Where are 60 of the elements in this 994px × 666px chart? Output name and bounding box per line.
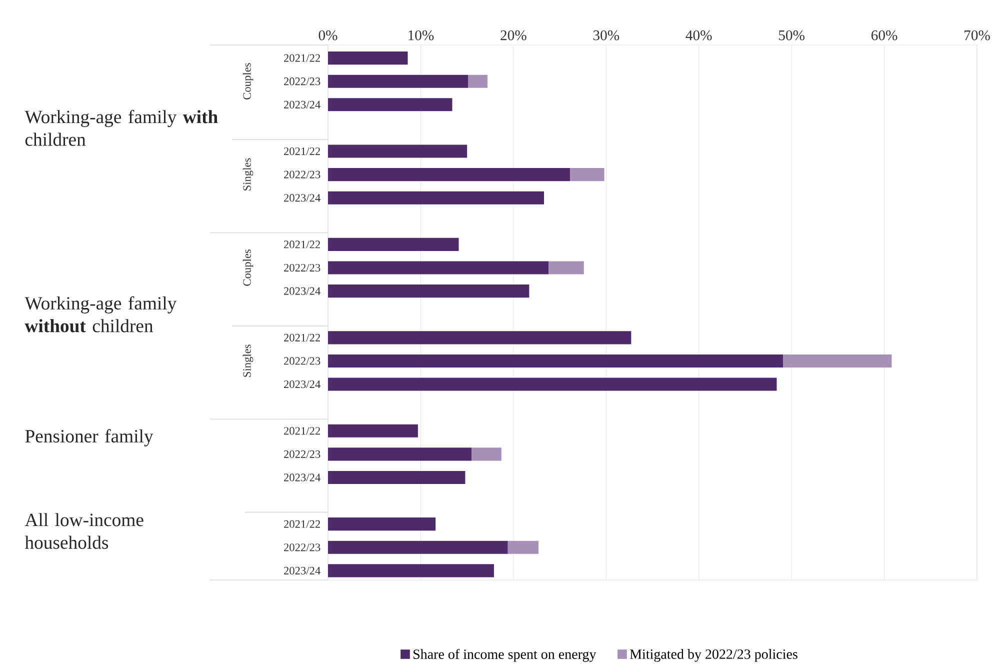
- bar: [328, 144, 468, 158]
- y-tick-label: 2023/24: [284, 566, 320, 574]
- bar: [570, 168, 604, 182]
- bar: [328, 261, 549, 274]
- x-tick-label: 50%: [778, 30, 805, 40]
- y-tick-label: 2021/22: [284, 147, 320, 156]
- bar: [508, 540, 538, 554]
- text: Singles: [242, 158, 254, 190]
- y-tick-label: 2022/23: [284, 544, 320, 552]
- y-tick-label: 2023/24: [284, 194, 320, 202]
- legend-label: Mitigated by 2022/23 policies: [630, 649, 798, 662]
- bar: [328, 238, 459, 251]
- x-tick-label: 30%: [593, 30, 620, 40]
- y-tick-label: 2021/22: [284, 54, 320, 62]
- bar: [328, 331, 632, 344]
- y-tick-label: 2021/22: [284, 240, 320, 248]
- x-tick-label: 20%: [500, 30, 526, 40]
- text: Couples: [242, 250, 254, 286]
- bar: [328, 448, 472, 461]
- bar: [328, 74, 468, 88]
- text: Couples: [242, 63, 254, 100]
- y-tick-label: 2023/24: [284, 474, 320, 482]
- y-tick-label: 2022/23: [284, 264, 320, 272]
- y-tick-label: 2022/23: [284, 450, 320, 458]
- y-tick-label: 2022/23: [284, 170, 320, 178]
- bar: [328, 354, 784, 368]
- legend-label: Share of income spent on energy: [414, 648, 596, 662]
- bar: [328, 540, 508, 554]
- text: Working-age family without children: [24, 296, 177, 332]
- y-tick-label: 2023/24: [284, 100, 320, 108]
- y-tick-label: 2021/22: [284, 520, 320, 528]
- text: All low-income households: [24, 513, 144, 549]
- bar: [468, 74, 488, 88]
- bar: [328, 168, 570, 182]
- bar: [328, 564, 494, 578]
- y-tick-label: 2022/23: [284, 357, 320, 365]
- y-tick-label: 2021/22: [284, 334, 320, 342]
- y-tick-label: 2023/24: [284, 287, 320, 295]
- bar: [328, 191, 544, 204]
- x-tick-label: 60%: [871, 30, 898, 40]
- bar: [328, 470, 466, 484]
- bar: [328, 518, 436, 531]
- bar: [783, 354, 892, 368]
- bar: [328, 284, 530, 298]
- bar: [328, 98, 452, 112]
- text: Working-age family with children: [24, 110, 218, 146]
- x-tick-label: 40%: [686, 30, 712, 40]
- y-tick-label: 2022/23: [284, 78, 320, 86]
- y-tick-label: 2021/22: [284, 427, 320, 435]
- bar: [328, 378, 777, 391]
- x-tick-label: 10%: [408, 30, 434, 40]
- text: Pensioner family: [25, 429, 154, 446]
- bar: [328, 424, 418, 438]
- y-tick-label: 2023/24: [284, 380, 320, 388]
- x-tick-label: 70%: [964, 30, 990, 40]
- x-tick-label: 0%: [318, 30, 338, 40]
- bar: [548, 261, 584, 274]
- bar: [328, 52, 408, 65]
- bar: [472, 448, 502, 461]
- text: Singles: [242, 344, 254, 377]
